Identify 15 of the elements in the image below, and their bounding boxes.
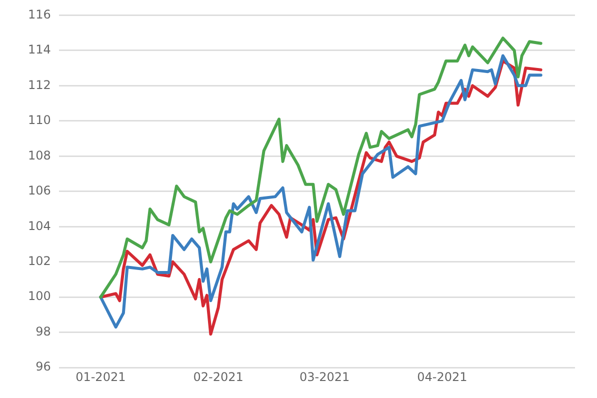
x-tick-label: 01-2021 (76, 370, 126, 384)
y-tick-label: 106 (28, 184, 51, 198)
y-tick-label: 112 (28, 78, 51, 92)
y-tick-label: 100 (28, 289, 51, 304)
y-tick-label: 102 (28, 254, 51, 268)
x-tick-label: 04-2021 (417, 370, 468, 384)
y-tick-label: 104 (28, 218, 51, 233)
y-tick-label: 110 (28, 113, 51, 128)
y-tick-label: 108 (28, 148, 51, 162)
y-tick-label: 96 (36, 360, 51, 374)
y-tick-label: 114 (28, 42, 51, 57)
x-tick-label: 03-2021 (299, 370, 350, 384)
x-tick-label: 02-2021 (193, 370, 244, 384)
y-tick-label: 116 (28, 7, 51, 22)
y-tick-label: 98 (36, 324, 51, 338)
